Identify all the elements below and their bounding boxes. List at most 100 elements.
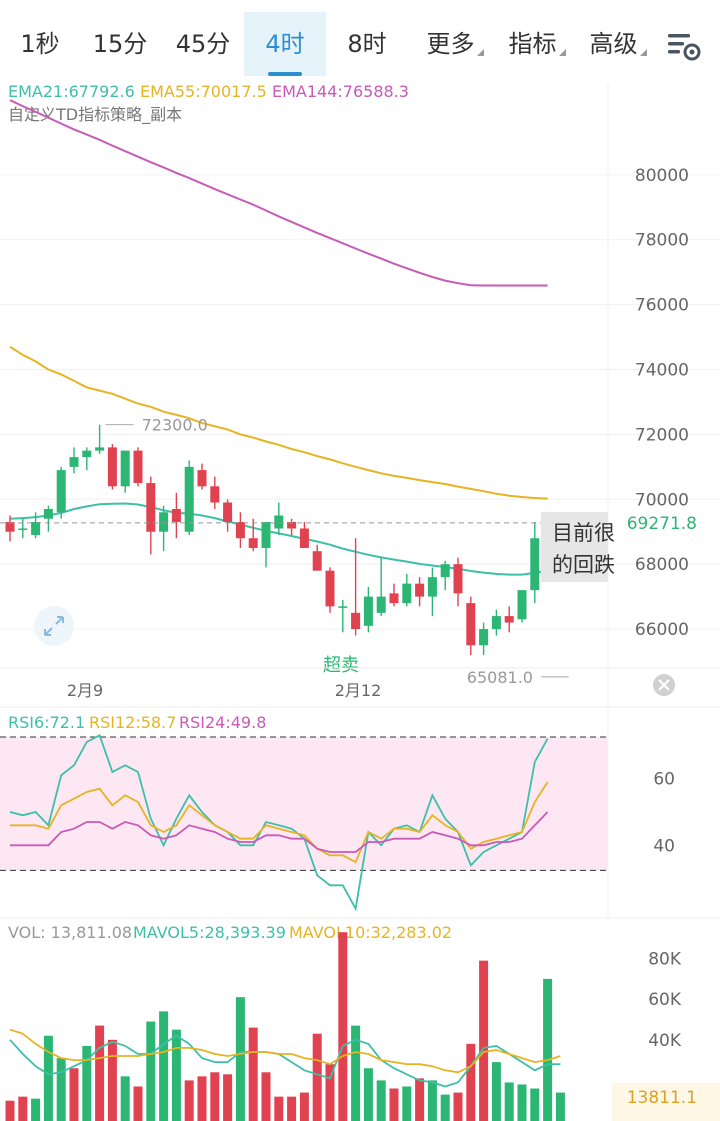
candle-body: [479, 629, 489, 646]
candle-body: [223, 502, 233, 522]
volume-bar: [274, 1096, 284, 1121]
chart-settings-icon[interactable]: [664, 26, 704, 66]
volume-bar: [504, 1082, 514, 1121]
candle-body: [427, 577, 437, 597]
price-tick-label: 78000: [635, 231, 689, 251]
x-label-feb12: 2月12: [335, 681, 382, 700]
volume-bar: [18, 1096, 28, 1121]
volume-bar: [312, 1033, 322, 1121]
tab-15m[interactable]: 15分: [92, 30, 148, 58]
volume-bar: [197, 1076, 207, 1121]
volume-bar: [184, 1080, 194, 1121]
volume-bar: [69, 1068, 79, 1121]
volume-bar: [440, 1094, 450, 1121]
oversold-label: 超卖: [323, 655, 359, 676]
candle-body: [235, 522, 245, 539]
volume-bar: [543, 978, 553, 1121]
candle-body: [299, 528, 309, 548]
candle-body: [159, 512, 169, 532]
volume-bar: [376, 1080, 386, 1121]
candle-body: [210, 486, 220, 503]
current-volume-label: 13811.1: [627, 1088, 697, 1108]
tab-indicators[interactable]: 指标: [500, 12, 574, 76]
candle-body: [351, 612, 361, 630]
price-tick-label: 76000: [635, 296, 689, 316]
legend-mavol10: MAVOL10:32,283.02: [289, 923, 452, 942]
interval-tabs: 1秒 15分 45分 4时 8时 更多 指标 高级: [0, 0, 720, 80]
low-marker-label: 65081.0: [467, 668, 533, 687]
candle-body: [389, 593, 399, 604]
tab-45m[interactable]: 45分: [175, 30, 231, 58]
close-icon[interactable]: [653, 674, 675, 696]
tab-more[interactable]: 更多: [418, 12, 492, 76]
volume-bar: [555, 1092, 565, 1121]
price-tick-label: 74000: [635, 361, 689, 381]
candle-body: [466, 603, 476, 646]
volume-bar: [325, 1064, 335, 1121]
note-line-1: 目前很: [552, 521, 615, 545]
tab-1s[interactable]: 1秒: [20, 30, 60, 58]
candle-body: [376, 596, 386, 613]
candle-body: [530, 538, 540, 591]
candle-body: [31, 522, 41, 535]
volume-bar: [210, 1072, 220, 1121]
volume-bar: [351, 1025, 361, 1121]
volume-bar: [338, 932, 348, 1121]
current-volume-box: [612, 1083, 720, 1121]
price-tick-label: 70000: [635, 490, 689, 510]
volume-tick-label: 40K: [648, 1031, 682, 1051]
legend-ema144: EMA144:76588.3: [272, 82, 409, 101]
candle-body: [415, 583, 425, 597]
candle-body: [261, 522, 271, 548]
mavol5-line: [9, 1034, 561, 1088]
legend-rsi24: RSI24:49.8: [179, 713, 266, 732]
volume-bar: [146, 1021, 156, 1121]
candle-body: [95, 447, 105, 451]
volume-bar: [95, 1025, 105, 1121]
volume-bar: [31, 1098, 41, 1121]
tab-advanced[interactable]: 高级: [581, 12, 655, 76]
tab-4h[interactable]: 4时: [244, 12, 326, 76]
volume-bar: [133, 1086, 143, 1121]
candle-body: [69, 457, 79, 467]
candle-body: [184, 466, 194, 532]
candle-body: [491, 616, 501, 630]
volume-bar: [235, 997, 245, 1121]
candlesticks: [5, 424, 553, 656]
legend-ema55: EMA55:70017.5: [140, 82, 267, 101]
legend-mavol5: MAVOL5:28,393.39: [133, 923, 286, 942]
candle-body: [402, 583, 412, 604]
volume-bar: [82, 1045, 92, 1121]
candle-body: [312, 551, 322, 571]
volume-bar: [363, 1068, 373, 1121]
note-box: [541, 512, 608, 582]
expand-icon[interactable]: [34, 606, 74, 646]
tab-8h[interactable]: 8时: [347, 30, 387, 58]
candle-body: [146, 483, 156, 532]
volume-bar: [479, 960, 489, 1121]
volume-tick-label: 80K: [648, 950, 682, 970]
price-tick-label: 80000: [635, 166, 689, 186]
candle-body: [274, 515, 284, 529]
ema144-line: [9, 99, 548, 287]
candle-body: [325, 570, 335, 607]
legend-rsi6: RSI6:72.1: [8, 713, 85, 732]
volume-bars: [5, 932, 565, 1121]
high-marker-label: 72300.0: [142, 416, 208, 435]
candle-body: [107, 447, 117, 487]
rsi-axis: 40 60: [653, 770, 675, 857]
candle-body: [5, 522, 15, 532]
volume-bar: [517, 1084, 527, 1121]
legend-rsi12: RSI12:58.7: [89, 713, 176, 732]
volume-bar: [415, 1078, 425, 1121]
volume-bar: [43, 1035, 53, 1121]
rsi-tick-label: 40: [653, 836, 675, 856]
rsi-overbought-band: [0, 737, 608, 871]
legend-ema21: EMA21:67792.6: [8, 82, 135, 101]
candle-body: [197, 470, 207, 487]
volume-bar: [287, 1096, 297, 1121]
rsi-tick-label: 60: [653, 770, 675, 790]
active-tab-indicator: [268, 72, 302, 76]
volume-bar: [530, 1088, 540, 1121]
